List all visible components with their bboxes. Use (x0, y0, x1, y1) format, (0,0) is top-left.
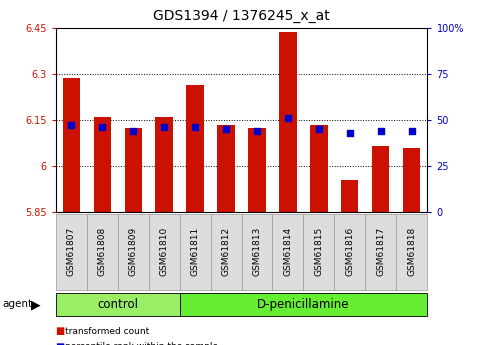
Bar (372, 146, 389, 212)
Point (377, 128, 385, 134)
Text: GSM61813: GSM61813 (253, 227, 261, 276)
Bar (186, 85, 203, 212)
Text: ■: ■ (56, 342, 65, 345)
Point (222, 126, 230, 132)
Bar (311, 125, 327, 212)
Bar (94, 117, 111, 212)
Text: GSM61808: GSM61808 (98, 227, 107, 276)
Point (284, 115, 292, 121)
Point (67, 123, 75, 128)
Point (129, 128, 137, 134)
Text: ■: ■ (56, 326, 65, 336)
Point (98, 125, 106, 130)
Text: GSM61818: GSM61818 (408, 227, 416, 276)
Point (408, 128, 416, 134)
Bar (156, 117, 172, 212)
Text: GSM61815: GSM61815 (314, 227, 324, 276)
Text: GSM61807: GSM61807 (67, 227, 75, 276)
Text: GSM61816: GSM61816 (345, 227, 355, 276)
Text: ▶: ▶ (31, 298, 41, 311)
Text: agent: agent (2, 299, 32, 309)
Point (315, 126, 323, 132)
Text: GDS1394 / 1376245_x_at: GDS1394 / 1376245_x_at (153, 9, 330, 23)
Text: transformed count: transformed count (65, 327, 149, 336)
Bar (341, 180, 358, 212)
Point (191, 125, 199, 130)
Point (253, 128, 261, 134)
Text: percentile rank within the sample: percentile rank within the sample (65, 342, 218, 345)
Bar (217, 125, 235, 212)
Text: GSM61817: GSM61817 (376, 227, 385, 276)
Bar (403, 148, 421, 212)
Text: GSM61811: GSM61811 (190, 227, 199, 276)
Text: GSM61812: GSM61812 (222, 227, 230, 276)
Bar (280, 32, 297, 212)
Text: GSM61810: GSM61810 (159, 227, 169, 276)
Point (160, 125, 168, 130)
Point (346, 130, 354, 136)
Bar (125, 128, 142, 212)
Bar (248, 128, 266, 212)
Text: GSM61809: GSM61809 (128, 227, 138, 276)
Bar (62, 78, 80, 212)
Text: control: control (97, 298, 138, 311)
Text: GSM61814: GSM61814 (284, 227, 293, 276)
Text: D-penicillamine: D-penicillamine (257, 298, 350, 311)
